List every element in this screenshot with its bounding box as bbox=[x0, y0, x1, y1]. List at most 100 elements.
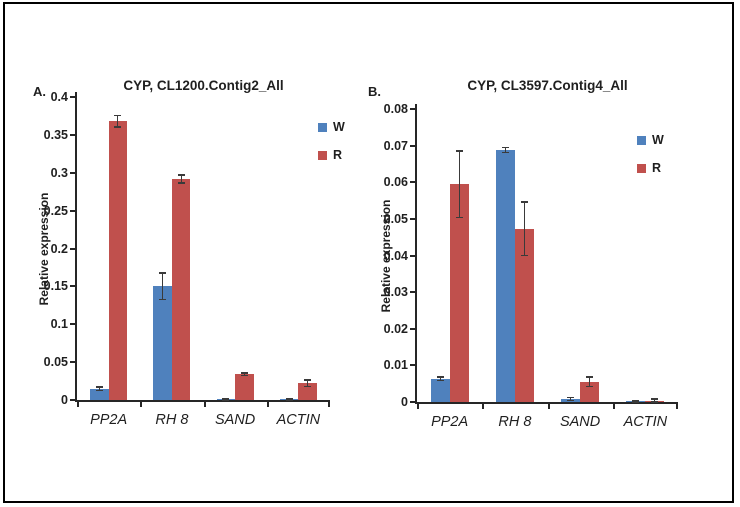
error-bar-cap-bottom bbox=[436, 379, 444, 382]
bar-r-pp2a bbox=[108, 121, 128, 400]
error-bar-cap-top bbox=[501, 146, 509, 149]
x-tick bbox=[417, 402, 419, 409]
error-bar-cap-top bbox=[567, 396, 575, 399]
error-bar-w-pp2a bbox=[439, 377, 441, 381]
error-bar-cap-bottom bbox=[520, 254, 528, 257]
error-bar-cap-top bbox=[95, 386, 103, 388]
category-label-sand: SAND bbox=[214, 412, 256, 428]
category-label-pp2a: PP2A bbox=[431, 414, 469, 430]
error-bar-w-sand bbox=[570, 397, 572, 401]
error-bar-cap-bottom bbox=[567, 399, 575, 402]
category-label-rh8: RH 8 bbox=[155, 412, 189, 428]
error-bar-cap-top bbox=[159, 272, 167, 274]
bar-r-sand bbox=[235, 374, 254, 400]
error-bar-cap-top bbox=[285, 397, 293, 400]
bar-r-pp2a bbox=[449, 184, 469, 402]
error-bar-cap-top bbox=[114, 114, 122, 117]
error-bar-cap-top bbox=[177, 174, 185, 176]
y-tick bbox=[410, 181, 415, 184]
error-bar-cap-top bbox=[520, 201, 528, 203]
y-tick bbox=[410, 291, 415, 294]
y-tick bbox=[70, 285, 75, 288]
category-label-rh8: RH 8 bbox=[498, 414, 532, 430]
y-tick bbox=[410, 217, 415, 220]
y-tick bbox=[70, 323, 75, 326]
error-bar-w-sand bbox=[225, 398, 227, 400]
y-tick-label: 0.25 bbox=[43, 203, 68, 218]
error-bar-cap-bottom bbox=[240, 374, 248, 377]
y-tick-label: 0.05 bbox=[383, 211, 408, 226]
legend-label-r: R bbox=[333, 148, 343, 162]
bar-w-pp2a bbox=[430, 378, 450, 402]
error-bar-r-rh8 bbox=[523, 202, 525, 256]
y-tick-label: 0.4 bbox=[50, 90, 68, 104]
chart-title: CYP, CL1200.Contig2_All bbox=[123, 78, 284, 93]
error-bar-r-pp2a bbox=[117, 115, 119, 127]
error-bar-w-rh8 bbox=[162, 273, 164, 300]
bar-r-rh8 bbox=[514, 228, 534, 402]
error-bar-r-actin bbox=[654, 399, 656, 402]
y-tick-label: 0.07 bbox=[383, 138, 408, 153]
error-bar-cap-top bbox=[436, 376, 444, 378]
y-tick-label: 0.06 bbox=[383, 175, 408, 190]
error-bar-cap-bottom bbox=[114, 126, 122, 128]
error-bar-cap-bottom bbox=[159, 298, 167, 301]
legend-swatch-r bbox=[318, 151, 327, 160]
bar-w-pp2a bbox=[90, 388, 109, 400]
error-bar-r-rh8 bbox=[180, 175, 182, 183]
error-bar-cap-bottom bbox=[586, 385, 594, 388]
chart-panel-a: A. CYP, CL1200.Contig2_All Relative expres… bbox=[28, 78, 373, 478]
category-label-actin: ACTIN bbox=[623, 414, 668, 430]
error-bar-cap-bottom bbox=[632, 401, 640, 403]
error-bar-cap-bottom bbox=[455, 216, 463, 219]
x-tick bbox=[77, 400, 79, 407]
y-tick bbox=[70, 96, 75, 98]
x-tick bbox=[547, 402, 550, 409]
y-tick-label: 0.03 bbox=[383, 285, 408, 300]
error-bar-cap-top bbox=[240, 372, 248, 374]
error-bar-r-actin bbox=[307, 380, 309, 387]
y-tick-label: 0.04 bbox=[383, 248, 408, 263]
y-tick-label: 0 bbox=[401, 395, 408, 409]
error-bar-cap-bottom bbox=[501, 151, 509, 154]
x-tick bbox=[328, 400, 330, 407]
error-bar-cap-top bbox=[222, 397, 230, 400]
error-bar-cap-top bbox=[586, 376, 594, 378]
y-tick-label: 0.01 bbox=[383, 358, 408, 373]
y-tick bbox=[70, 399, 75, 401]
legend-label-w: W bbox=[652, 133, 664, 147]
legend-swatch-r bbox=[637, 164, 646, 173]
x-tick bbox=[612, 402, 615, 409]
y-tick bbox=[410, 364, 415, 367]
error-bar-cap-bottom bbox=[222, 399, 230, 401]
bar-w-rh8 bbox=[495, 150, 515, 402]
y-tick-label: 0.05 bbox=[43, 355, 68, 370]
category-label-sand: SAND bbox=[559, 414, 601, 430]
legend-swatch-w bbox=[318, 123, 327, 132]
legend-label-r: R bbox=[652, 161, 662, 175]
y-tick-label: 0.08 bbox=[383, 102, 408, 116]
bar-r-sand bbox=[580, 381, 600, 402]
x-tick bbox=[676, 402, 678, 409]
y-tick-label: 0.02 bbox=[383, 321, 408, 336]
error-bar-w-rh8 bbox=[504, 147, 506, 153]
y-tick bbox=[410, 254, 415, 257]
error-bar-cap-bottom bbox=[651, 401, 659, 403]
panel-label: B. bbox=[368, 84, 381, 99]
y-axis bbox=[75, 92, 77, 402]
figure-border bbox=[3, 2, 734, 503]
error-bar-r-sand bbox=[589, 377, 591, 387]
y-tick bbox=[70, 361, 75, 364]
y-tick bbox=[70, 247, 75, 250]
y-tick bbox=[410, 108, 415, 110]
bar-w-rh8 bbox=[153, 286, 172, 400]
y-tick bbox=[410, 327, 415, 330]
error-bar-cap-top bbox=[455, 150, 463, 152]
y-tick-label: 0 bbox=[61, 393, 68, 407]
error-bar-cap-top bbox=[632, 399, 640, 402]
error-bar-r-sand bbox=[243, 373, 245, 376]
y-axis bbox=[415, 104, 417, 404]
y-tick-label: 0.3 bbox=[50, 165, 68, 180]
error-bar-cap-bottom bbox=[177, 182, 185, 184]
x-tick bbox=[482, 402, 485, 409]
